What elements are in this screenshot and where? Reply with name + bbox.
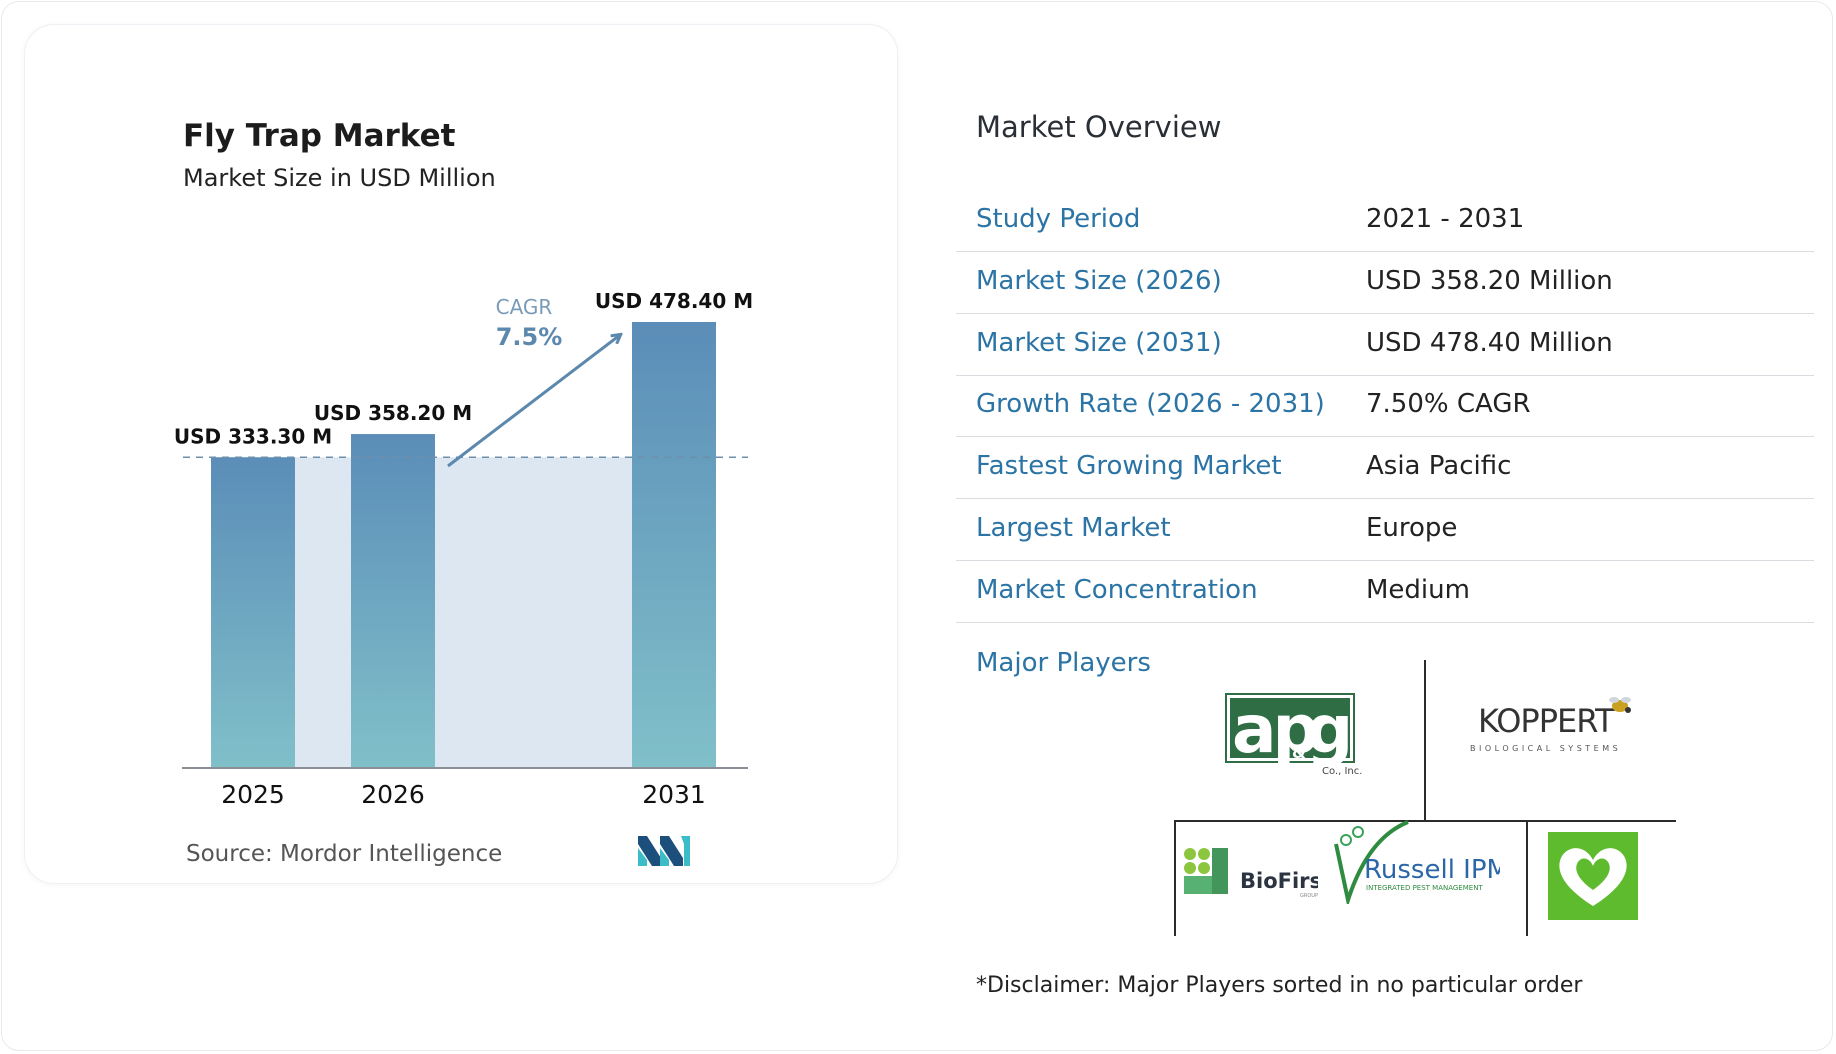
- players-grid-line: [1526, 820, 1528, 936]
- chart-card: [24, 24, 898, 884]
- players-grid-line: [1174, 820, 1176, 936]
- overview-row-label: Largest Market: [976, 513, 1171, 543]
- disclaimer-text: *Disclaimer: Major Players sorted in no …: [976, 973, 1583, 998]
- svg-text:BioFirst: BioFirst: [1240, 869, 1318, 893]
- overview-row: Growth Rate (2026 - 2031) 7.50% CAGR: [956, 375, 1814, 437]
- bar-2025: [211, 457, 295, 768]
- players-grid-line: [1424, 660, 1426, 820]
- green-heart-logo: [1548, 832, 1638, 920]
- overview-row: Fastest Growing Market Asia Pacific: [956, 437, 1814, 499]
- bar-2031: [632, 322, 716, 768]
- source-text: Source: Mordor Intelligence: [186, 841, 503, 867]
- svg-text:Russell IPM: Russell IPM: [1364, 855, 1500, 885]
- x-tick-label: 2026: [361, 780, 425, 809]
- overview-row-label: Market Size (2031): [976, 328, 1222, 358]
- overview-row-label: Study Period: [976, 204, 1141, 234]
- cagr-label: CAGR: [496, 295, 553, 319]
- mordor-logo-icon: [638, 836, 690, 866]
- svg-text:ap: ap: [1232, 692, 1318, 768]
- data-label: USD 333.30 M: [174, 424, 332, 448]
- svg-text:g: g: [1306, 692, 1353, 768]
- overview-row: Market Size (2026) USD 358.20 Million: [956, 252, 1814, 314]
- x-tick-label: 2031: [642, 780, 706, 809]
- overview-row-label: Fastest Growing Market: [976, 451, 1282, 481]
- overview-row-value: Europe: [1366, 513, 1458, 543]
- svg-text:INTEGRATED PEST MANAGEMENT: INTEGRATED PEST MANAGEMENT: [1366, 884, 1483, 892]
- overview-row-value: Medium: [1366, 575, 1470, 605]
- overview-row-value: USD 478.40 Million: [1366, 328, 1613, 358]
- data-label: USD 478.40 M: [595, 289, 753, 313]
- cagr-value: 7.5%: [496, 323, 563, 351]
- overview-row-value: Asia Pacific: [1366, 451, 1512, 481]
- svg-text:&: &: [1292, 743, 1306, 762]
- x-tick-label: 2025: [221, 780, 285, 809]
- major-players-label: Major Players: [976, 648, 1151, 678]
- koppert-logo: KOPPERT BIOLOGICAL SYSTEMS: [1470, 697, 1631, 753]
- chart-title: Fly Trap Market: [183, 118, 456, 154]
- data-label: USD 358.20 M: [314, 401, 472, 425]
- overview-row: Largest Market Europe: [956, 499, 1814, 561]
- overview-row: Market Concentration Medium: [956, 561, 1814, 623]
- cagr-arrow: [447, 335, 620, 468]
- svg-text:BIOLOGICAL SYSTEMS: BIOLOGICAL SYSTEMS: [1470, 744, 1621, 753]
- svg-text:GROUP: GROUP: [1300, 893, 1318, 899]
- overview-row: Market Size (2031) USD 478.40 Million: [956, 314, 1814, 376]
- overview-row-value: USD 358.20 Million: [1366, 266, 1613, 296]
- overview-title: Market Overview: [976, 110, 1222, 144]
- players-grid-line: [1174, 820, 1676, 822]
- overview-row: Study Period 2021 - 2031: [956, 190, 1814, 252]
- russell-ipm-logo: Russell IPM INTEGRATED PEST MANAGEMENT: [1334, 820, 1500, 904]
- apg-logo: ap g & Co., Inc.: [1225, 692, 1362, 777]
- biofirst-logo: BioFirst GROUP: [1184, 848, 1318, 899]
- bar-2026: [351, 434, 435, 768]
- overview-row-value: 2021 - 2031: [1366, 204, 1525, 234]
- overview-row-label: Market Concentration: [976, 575, 1258, 605]
- chart-subtitle: Market Size in USD Million: [183, 164, 496, 192]
- overview-row-label: Growth Rate (2026 - 2031): [976, 389, 1325, 419]
- overview-row-value: 7.50% CAGR: [1366, 389, 1531, 419]
- svg-text:KOPPERT: KOPPERT: [1478, 702, 1615, 740]
- overview-row-label: Market Size (2026): [976, 266, 1222, 296]
- apg-sub: Co., Inc.: [1322, 766, 1362, 777]
